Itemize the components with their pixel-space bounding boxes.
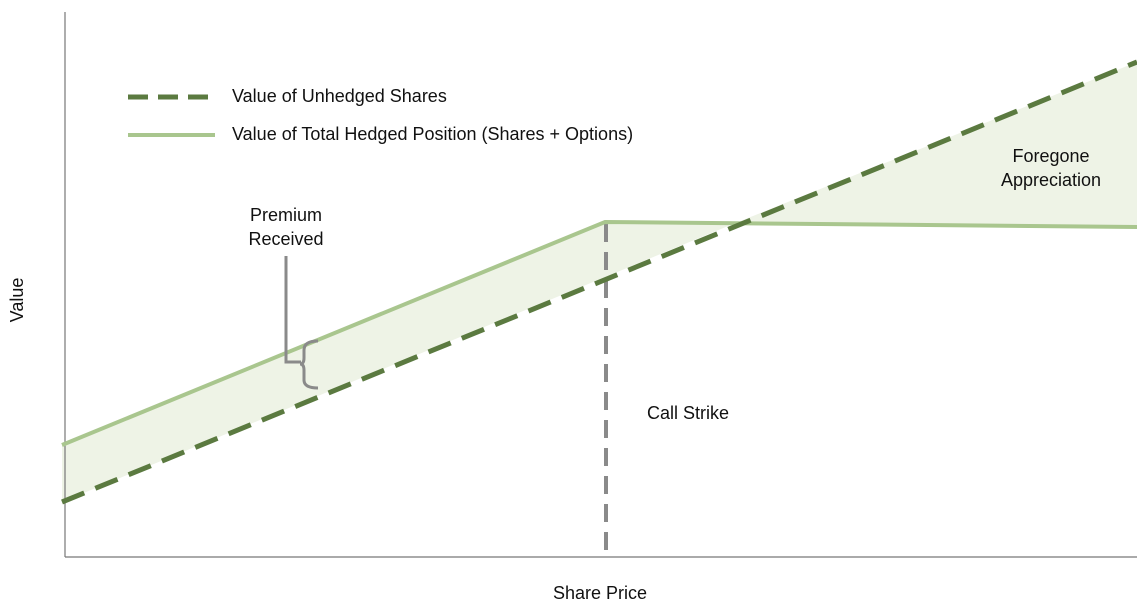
annotation: Call Strike <box>647 403 729 423</box>
unhedged-line <box>61 59 1137 505</box>
premium-brace <box>299 339 319 390</box>
annotation: Foregone <box>1012 146 1089 166</box>
x-axis-label: Share Price <box>553 583 647 603</box>
annotation: Appreciation <box>1001 170 1101 190</box>
legend-label: Value of Total Hedged Position (Shares +… <box>232 124 633 144</box>
annotation: Premium <box>250 205 322 225</box>
legend-label: Value of Unhedged Shares <box>232 86 447 106</box>
y-axis-label: Value <box>7 278 27 323</box>
premium-pointer <box>284 256 301 364</box>
annotation: Received <box>248 229 323 249</box>
hedged-line <box>61 219 1137 447</box>
